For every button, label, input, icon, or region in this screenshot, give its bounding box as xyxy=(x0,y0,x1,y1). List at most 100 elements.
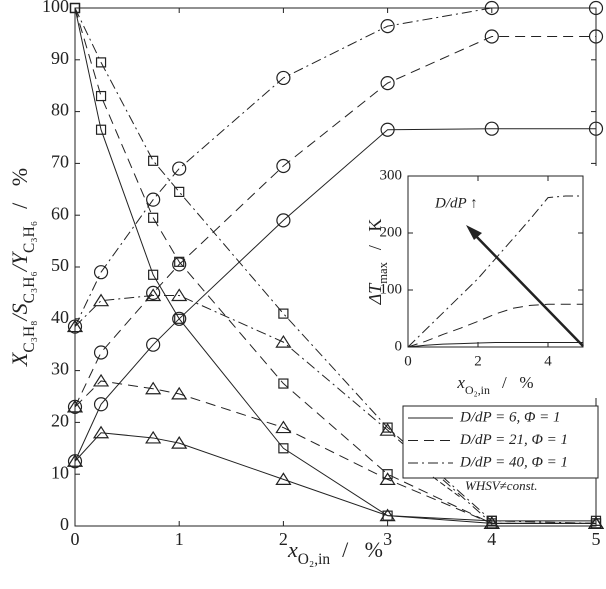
marker-circle xyxy=(484,121,499,136)
label-subscript: O₂,in xyxy=(465,383,490,397)
marker-triangle xyxy=(587,516,605,530)
marker-circle xyxy=(380,122,395,137)
marker-square xyxy=(278,443,289,454)
marker-circle xyxy=(93,265,109,280)
marker-circle xyxy=(380,19,395,34)
marker-square xyxy=(69,2,81,14)
marker-circle xyxy=(172,161,187,176)
marker-triangle xyxy=(145,288,162,302)
y-tick-label: 40 xyxy=(51,307,69,327)
series-line xyxy=(74,7,597,524)
label-text: ΔT xyxy=(365,282,385,306)
y-tick-label: 60 xyxy=(51,203,69,223)
label-text: x xyxy=(456,373,465,392)
y-tick-label: 100 xyxy=(42,0,69,16)
x-tick-label: 2 xyxy=(279,529,288,549)
legend-label: D/dP = 40, Φ = 1 xyxy=(459,454,568,470)
marker-triangle xyxy=(379,508,396,522)
series-line xyxy=(74,432,596,524)
marker-circle xyxy=(93,345,109,360)
label-subscript: C₃H₆ xyxy=(21,221,38,253)
marker-square xyxy=(174,256,185,267)
series-line xyxy=(74,7,596,522)
series-line xyxy=(74,7,596,524)
label-unit: / % xyxy=(502,373,534,392)
marker-circle xyxy=(588,29,604,44)
x-tick-label: 4 xyxy=(544,353,552,369)
marker-square xyxy=(174,186,185,197)
marker-circle xyxy=(276,70,291,86)
axis-label: ΔTmax / K xyxy=(365,219,390,306)
y-tick-label: 300 xyxy=(380,167,403,183)
x-tick-label: 0 xyxy=(404,353,412,369)
x-tick-label: 0 xyxy=(71,529,80,549)
marker-triangle xyxy=(92,373,110,387)
marker-square xyxy=(95,124,107,135)
x-tick-label: 3 xyxy=(383,529,392,549)
inset-arrowhead xyxy=(466,225,482,240)
marker-triangle xyxy=(66,399,84,413)
marker-square xyxy=(148,269,159,280)
inset-arrow-label: D/dP ↑ xyxy=(434,195,478,211)
marker-triangle xyxy=(171,436,188,449)
y-tick-label: 20 xyxy=(51,411,69,431)
marker-circle xyxy=(276,213,291,228)
inset-arrow xyxy=(471,231,584,347)
label-unit: / % xyxy=(7,168,32,209)
marker-circle xyxy=(380,76,395,91)
marker-triangle xyxy=(275,472,292,485)
marker-circle xyxy=(172,311,187,326)
marker-triangle xyxy=(66,319,84,333)
marker-square xyxy=(278,308,289,319)
y-tick-label: 0 xyxy=(395,338,403,354)
label-text: x xyxy=(287,537,298,562)
x-tick-label: 5 xyxy=(592,529,601,549)
marker-circle xyxy=(484,0,499,16)
label-subscript: max xyxy=(376,261,390,283)
y-tick-label: 10 xyxy=(51,462,69,482)
marker-square xyxy=(382,469,393,480)
marker-square xyxy=(95,57,107,68)
series-line xyxy=(74,380,596,524)
legend-label: D/dP = 21, Φ = 1 xyxy=(459,432,568,448)
label-text: /S xyxy=(7,303,32,322)
series-line xyxy=(74,128,596,462)
series-line xyxy=(74,294,596,524)
marker-square xyxy=(95,90,107,102)
marker-circle xyxy=(276,158,291,174)
marker-square xyxy=(148,212,159,223)
marker-triangle xyxy=(275,420,292,434)
label-subscript: C₃H₈ xyxy=(21,321,38,353)
marker-triangle xyxy=(379,423,396,436)
y-tick-label: 30 xyxy=(51,359,69,379)
y-tick-label: 100 xyxy=(380,281,403,297)
marker-circle xyxy=(484,29,499,44)
label-subscript: O₂,in xyxy=(298,551,331,568)
marker-circle xyxy=(146,192,161,207)
inset-line xyxy=(407,195,583,348)
marker-circle xyxy=(93,397,109,412)
marker-square xyxy=(148,155,159,166)
annotation: WHSV≠const. xyxy=(465,478,537,493)
series-line xyxy=(74,7,596,327)
marker-triangle xyxy=(145,430,162,444)
marker-square xyxy=(174,313,185,324)
marker-triangle xyxy=(92,293,110,307)
annotation-arrow xyxy=(432,476,461,498)
marker-triangle xyxy=(145,381,162,395)
marker-triangle xyxy=(275,334,292,348)
y-tick-label: 200 xyxy=(380,224,403,240)
y-tick-label: 80 xyxy=(51,100,69,120)
series-line xyxy=(74,35,596,408)
y-tick-label: 50 xyxy=(51,255,69,275)
y-tick-label: 0 xyxy=(60,514,69,534)
label-unit: / K xyxy=(365,219,385,251)
marker-triangle xyxy=(92,425,110,439)
marker-circle xyxy=(146,337,161,352)
label-unit: / % xyxy=(342,537,383,562)
marker-circle xyxy=(588,121,604,136)
marker-triangle xyxy=(171,288,188,302)
marker-circle xyxy=(588,0,604,16)
y-tick-label: 90 xyxy=(51,48,69,68)
label-text: /Y xyxy=(7,250,32,273)
